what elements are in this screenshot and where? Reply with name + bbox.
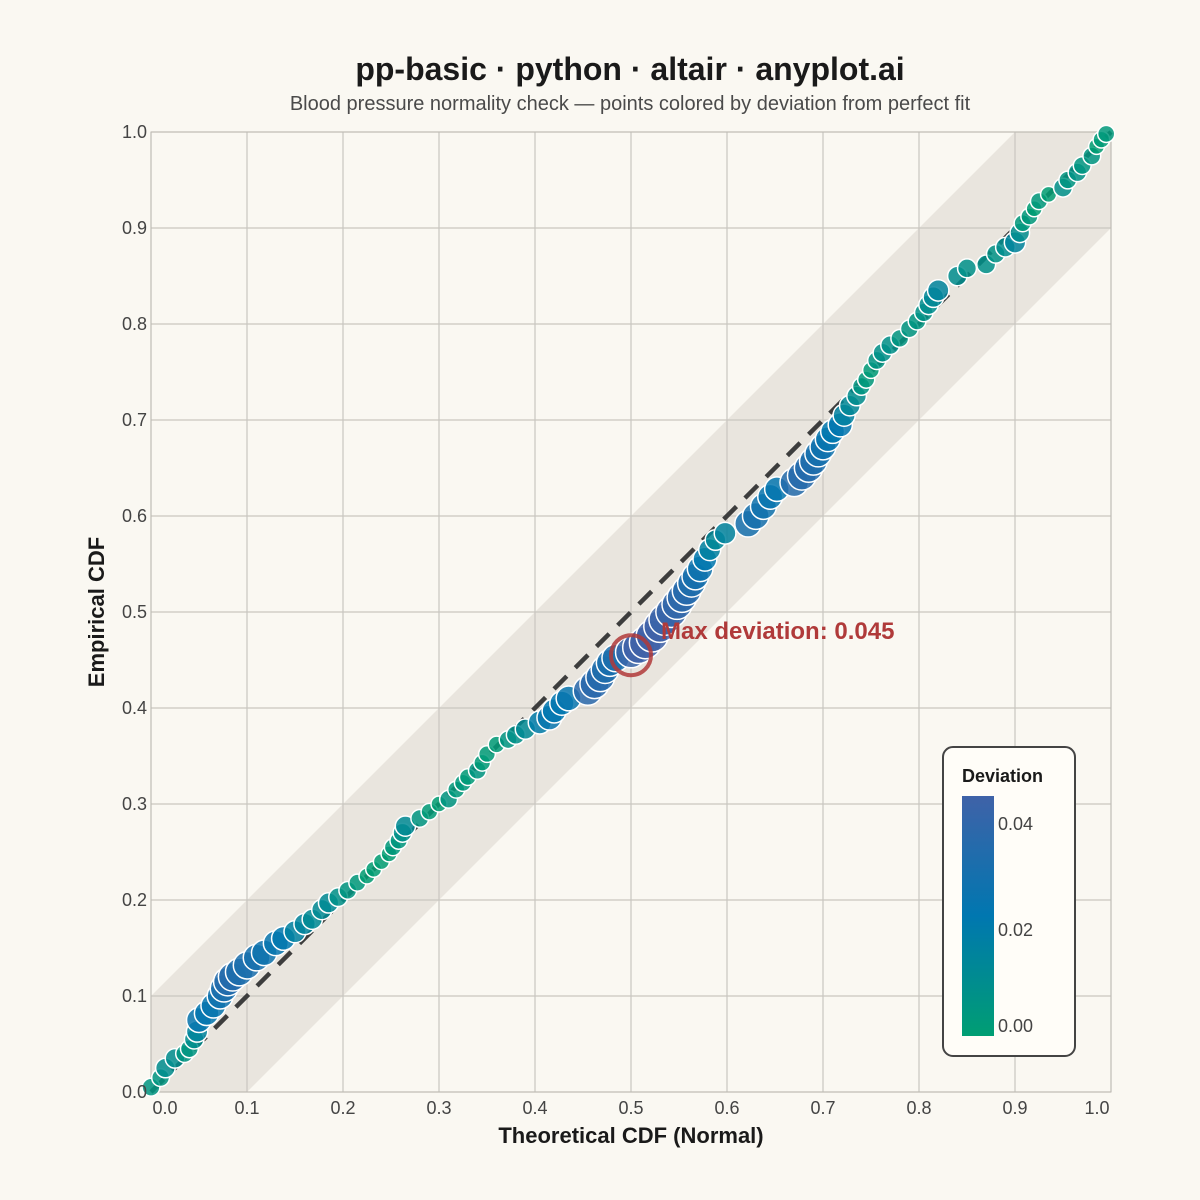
x-tick-label: 0.8 xyxy=(906,1098,931,1118)
y-tick-label: 0.7 xyxy=(122,410,147,430)
legend-gradient xyxy=(962,796,994,1036)
x-tick-label: 0.1 xyxy=(234,1098,259,1118)
y-tick-label: 0.4 xyxy=(122,698,147,718)
chart-subtitle: Blood pressure normality check — points … xyxy=(290,93,971,115)
plot-area: Max deviation: 0.045 0.0 0.1 0.2 0.3 0.4 0.5 0… xyxy=(122,122,1116,1118)
y-tick-labels: 0.0 0.1 0.2 0.3 0.4 0.5 0.6 0.7 0.8 0.9 1.0 xyxy=(122,122,147,1102)
x-tick-label: 0.2 xyxy=(330,1098,355,1118)
y-tick-label: 0.8 xyxy=(122,314,147,334)
x-tick-label: 0.9 xyxy=(1002,1098,1027,1118)
data-point xyxy=(956,258,978,279)
y-tick-label: 0.2 xyxy=(122,890,147,910)
legend-title: Deviation xyxy=(962,766,1043,786)
y-tick-label: 0.6 xyxy=(122,506,147,526)
legend-label-mid: 0.02 xyxy=(998,920,1033,940)
x-tick-label: 0.6 xyxy=(714,1098,739,1118)
x-axis-title: Theoretical CDF (Normal) xyxy=(498,1123,763,1148)
data-points xyxy=(141,124,1116,1097)
annotation: Max deviation: 0.045 xyxy=(609,618,894,678)
color-legend: Deviation 0.04 0.02 0.00 xyxy=(942,746,1076,1057)
y-tick-label: 0.9 xyxy=(122,218,147,238)
y-tick-label: 0.0 xyxy=(122,1082,147,1102)
x-tick-label: 0.0 xyxy=(152,1098,177,1118)
chart-title: pp-basic · python · altair · anyplot.ai xyxy=(355,51,904,87)
data-point xyxy=(713,521,737,545)
axes xyxy=(150,131,1112,1093)
legend-label-high: 0.04 xyxy=(998,814,1033,834)
data-point xyxy=(926,278,950,302)
plot-frame xyxy=(150,131,1112,1093)
x-tick-label: 0.5 xyxy=(618,1098,643,1118)
legend-label-low: 0.00 xyxy=(998,1016,1033,1036)
y-tick-label: 0.5 xyxy=(122,602,147,622)
y-tick-label: 0.1 xyxy=(122,986,147,1006)
y-tick-label: 0.3 xyxy=(122,794,147,814)
x-tick-label: 0.3 xyxy=(426,1098,451,1118)
x-tick-label: 1.0 xyxy=(1084,1098,1109,1118)
x-tick-label: 0.4 xyxy=(522,1098,547,1118)
x-tick-label: 0.7 xyxy=(810,1098,835,1118)
x-tick-labels: 0.0 0.1 0.2 0.3 0.4 0.5 0.6 0.7 0.8 0.9 1.0 xyxy=(152,1098,1109,1118)
max-deviation-label: Max deviation: 0.045 xyxy=(661,618,894,645)
y-axis-title: Empirical CDF xyxy=(84,537,109,687)
data-point xyxy=(1096,124,1116,144)
max-deviation-marker xyxy=(609,633,653,678)
y-tick-label: 1.0 xyxy=(122,122,147,142)
